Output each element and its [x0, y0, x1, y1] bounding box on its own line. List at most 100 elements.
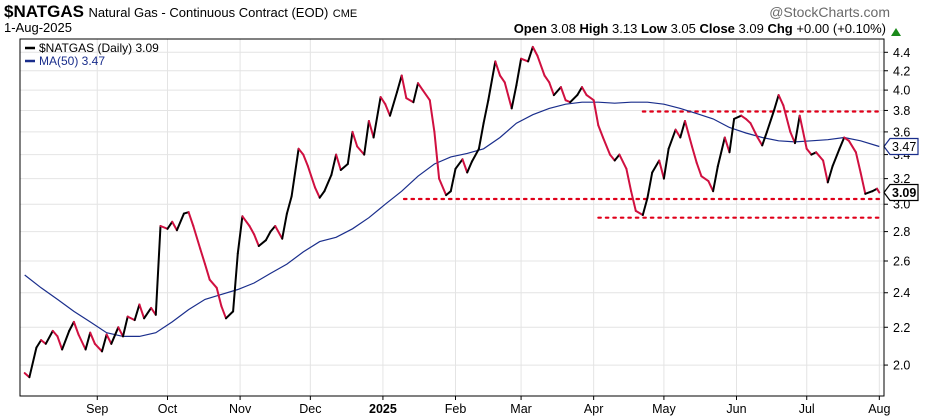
- price-segment: [133, 303, 141, 322]
- price-segment: [138, 303, 146, 320]
- y-tick-label: 2.4: [893, 286, 910, 300]
- price-segment: [684, 120, 693, 148]
- price-segment: [658, 159, 665, 180]
- price-segment: [449, 167, 457, 193]
- price-segment: [122, 315, 129, 338]
- high-label: High: [579, 21, 609, 36]
- open-label: Open: [513, 21, 547, 36]
- price-segment: [433, 130, 441, 180]
- price-segment: [346, 130, 354, 165]
- x-tick-label: Sep: [86, 402, 108, 416]
- price-segment: [166, 220, 174, 230]
- price-segment: [379, 96, 387, 106]
- exchange: CME: [332, 8, 358, 20]
- price-segment: [559, 86, 567, 102]
- price-segment: [581, 86, 588, 97]
- price-segment: [613, 153, 621, 162]
- price-segment: [154, 225, 162, 316]
- price-segment: [35, 339, 43, 349]
- y-tick-label: 4.0: [893, 84, 910, 98]
- price-segment: [421, 89, 431, 102]
- x-tick-label: Mar: [510, 402, 532, 416]
- price-segment: [117, 326, 124, 338]
- chart-title: $NATGAS Natural Gas - Continuous Contrac…: [4, 2, 357, 22]
- price-segment: [253, 233, 260, 247]
- close-value: 3.09: [738, 21, 764, 36]
- description: Natural Gas - Continuous Contract (EOD): [88, 5, 329, 20]
- price-segment: [400, 74, 408, 100]
- price-segment: [707, 180, 715, 193]
- price-last-value-label: 3.09: [892, 186, 916, 200]
- price-segment: [782, 104, 792, 133]
- support-resistance-lines: [402, 110, 881, 219]
- price-segment: [854, 151, 862, 174]
- price-segment: [798, 114, 808, 150]
- x-tick-label: May: [652, 402, 676, 416]
- x-tick-label: Aug: [868, 402, 890, 416]
- price-segment: [93, 342, 103, 353]
- price-segment: [281, 212, 288, 240]
- y-tick-label: 2.0: [893, 359, 910, 373]
- price-segment: [28, 346, 38, 379]
- price-segment: [667, 128, 677, 150]
- price-segment: [510, 84, 518, 110]
- price-segment: [323, 173, 333, 193]
- last-value-tags: 3.47 3.09: [883, 137, 919, 202]
- x-tick-label: 2025: [369, 402, 397, 416]
- price-segment: [859, 171, 867, 195]
- price-segment: [691, 145, 698, 164]
- x-tick-label: Oct: [158, 402, 178, 416]
- price-segment: [187, 211, 195, 227]
- price-segment: [466, 160, 473, 174]
- price-segment: [646, 171, 654, 199]
- price-segment: [826, 165, 834, 184]
- price-segment: [651, 159, 661, 174]
- price-segment: [585, 94, 595, 102]
- price-segment: [241, 215, 251, 227]
- y-axis: 2.02.22.42.62.83.03.23.43.63.84.04.24.4: [884, 46, 910, 373]
- price-segment: [438, 177, 448, 197]
- low-value: 3.05: [670, 21, 696, 36]
- price-segment: [363, 120, 370, 156]
- price-segment: [290, 147, 300, 198]
- price-segment: [487, 60, 497, 102]
- price-segment: [126, 315, 136, 322]
- price-segment: [44, 329, 54, 345]
- price-segment: [634, 209, 644, 216]
- x-tick-label: Feb: [445, 402, 467, 416]
- price-segment: [679, 120, 686, 139]
- price-segment: [208, 278, 218, 289]
- price-segment: [225, 310, 235, 320]
- price-segment: [749, 122, 759, 139]
- x-tick-label: Apr: [584, 402, 603, 416]
- price-segment: [68, 320, 75, 332]
- price-segment: [351, 130, 359, 148]
- chg-up-triangle-icon: [891, 28, 901, 36]
- symbol: $NATGAS: [4, 2, 84, 21]
- price-segment: [552, 86, 562, 97]
- y-tick-label: 2.2: [893, 321, 910, 335]
- high-value: 3.13: [612, 21, 638, 36]
- price-segment: [876, 187, 881, 194]
- price-segment: [805, 147, 813, 156]
- y-tick-label: 3.6: [893, 125, 910, 139]
- ma-last-value-tag: [883, 137, 919, 156]
- plot-area[interactable]: [19, 38, 885, 397]
- price-segment: [716, 136, 726, 168]
- price-segment: [248, 225, 256, 236]
- price-segment: [723, 136, 731, 154]
- price-segment: [61, 329, 71, 351]
- price-segment: [794, 114, 801, 145]
- x-tick-label: Jul: [799, 402, 815, 416]
- ma50-line: [24, 101, 880, 337]
- price-segment: [630, 190, 637, 212]
- price-segment: [461, 158, 469, 174]
- x-tick-label: Dec: [299, 402, 321, 416]
- y-tick-label: 3.0: [893, 198, 910, 212]
- price-segment: [831, 147, 841, 168]
- price-segment: [662, 147, 670, 180]
- price-segment: [264, 230, 272, 242]
- price-segment: [477, 122, 485, 150]
